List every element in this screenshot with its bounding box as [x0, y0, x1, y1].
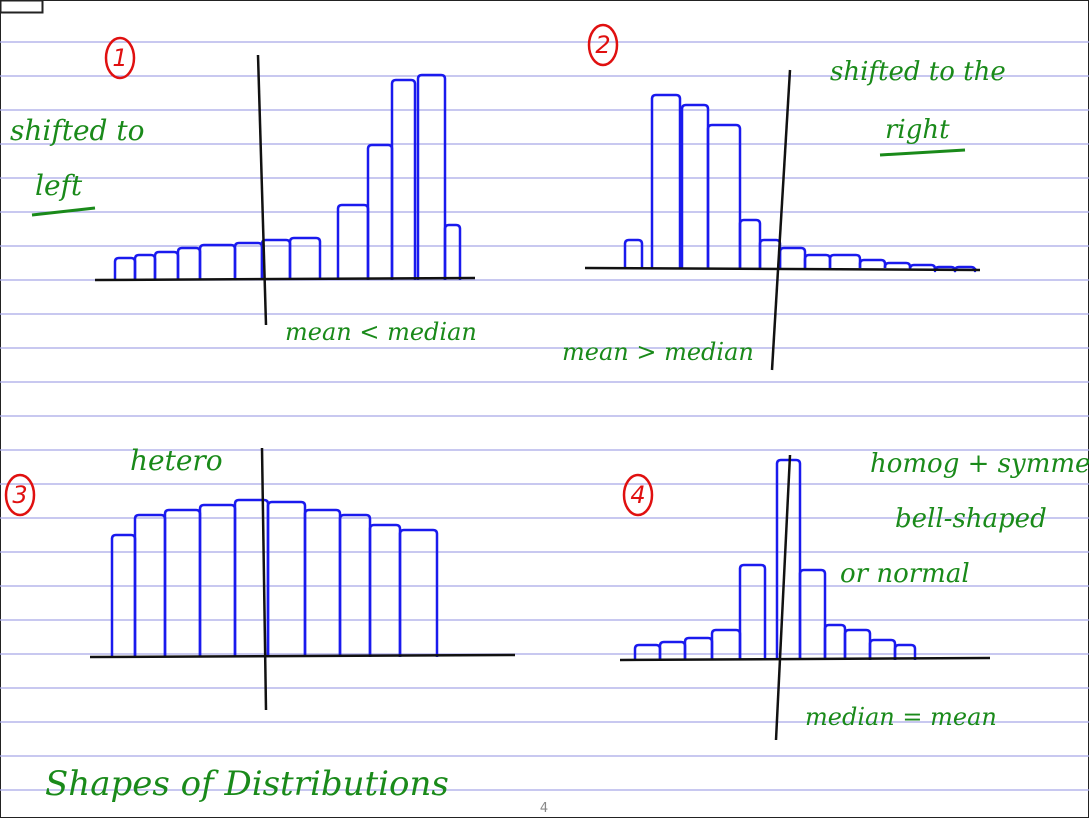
note: left — [35, 169, 83, 202]
note: right — [885, 115, 950, 145]
note: or normal — [840, 559, 970, 589]
note: bell-shaped — [895, 504, 1047, 534]
note: hetero — [130, 444, 223, 477]
caption: mean < median — [285, 318, 477, 346]
page-title: Shapes of Distributions — [45, 764, 449, 804]
panel-number: 3 — [12, 481, 27, 509]
note: shifted to the — [830, 57, 1006, 87]
page-number: 4 — [540, 801, 548, 816]
panel-number: 1 — [112, 44, 127, 72]
caption: mean > median — [562, 338, 754, 366]
page: 1 2 3 4 shifted to left mean < median sh… — [0, 0, 1089, 818]
note: shifted to — [10, 114, 144, 147]
tab — [1, 1, 43, 13]
note: homog + symmetric — [870, 449, 1089, 479]
panel-number: 4 — [630, 481, 645, 509]
panel-number: 2 — [595, 31, 610, 59]
caption: median = mean — [805, 703, 997, 731]
